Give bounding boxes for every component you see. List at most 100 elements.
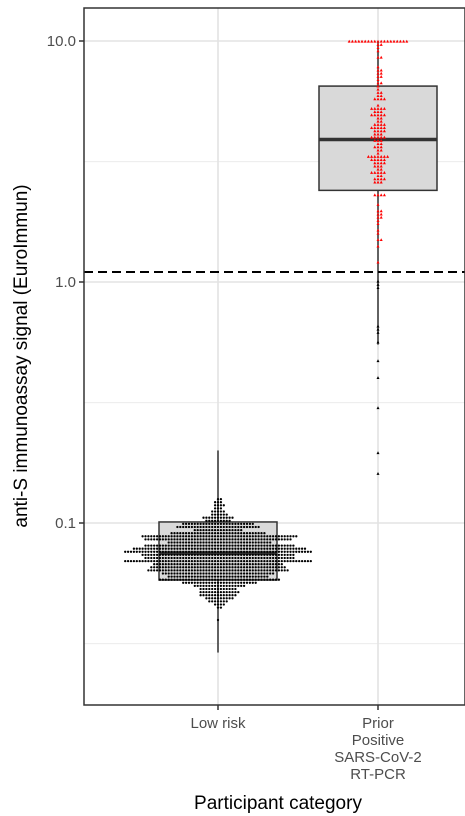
data-point <box>202 532 205 535</box>
data-point <box>211 541 214 544</box>
data-point <box>376 94 380 98</box>
data-point <box>234 528 237 532</box>
data-point <box>150 550 153 553</box>
data-point <box>231 563 234 566</box>
data-point <box>379 180 383 184</box>
data-point <box>228 538 231 541</box>
data-point <box>216 501 220 504</box>
data-point <box>260 575 263 578</box>
data-point <box>193 553 196 557</box>
data-point <box>277 553 281 557</box>
data-point <box>228 563 231 566</box>
data-point <box>213 513 217 516</box>
data-point <box>234 563 237 566</box>
data-point <box>187 556 191 560</box>
data-point <box>269 547 272 550</box>
data-point <box>208 516 211 519</box>
data-point <box>376 55 380 59</box>
data-point <box>211 525 214 529</box>
data-point <box>182 535 185 538</box>
data-point <box>254 566 257 569</box>
data-point <box>176 544 179 547</box>
data-point <box>170 566 173 569</box>
data-point <box>219 553 223 557</box>
data-point <box>225 519 228 522</box>
data-point <box>379 43 383 46</box>
data-point <box>271 566 275 569</box>
data-point <box>222 559 225 563</box>
data-point <box>242 566 246 569</box>
data-point <box>199 584 202 588</box>
data-point <box>379 161 383 165</box>
data-point <box>179 575 182 578</box>
data-point <box>248 566 252 569</box>
data-point <box>295 535 298 538</box>
data-point <box>269 569 272 572</box>
data-point <box>170 538 173 541</box>
data-point <box>376 193 380 197</box>
data-point <box>179 566 182 569</box>
data-point <box>179 563 182 566</box>
data-point <box>225 581 228 584</box>
data-point <box>289 535 292 538</box>
data-point <box>379 145 383 149</box>
data-point <box>266 547 269 550</box>
data-point <box>379 193 383 197</box>
data-point <box>173 572 176 575</box>
data-point <box>158 550 162 553</box>
data-point <box>219 513 223 516</box>
data-point <box>205 590 208 594</box>
data-point <box>382 113 386 117</box>
data-point <box>240 538 243 541</box>
data-point <box>222 547 225 550</box>
data-point <box>132 547 136 550</box>
data-point <box>373 107 377 110</box>
data-point <box>222 569 225 572</box>
data-point <box>225 544 228 547</box>
data-point <box>280 535 283 538</box>
data-point <box>196 569 199 572</box>
data-point <box>286 569 289 572</box>
data-point <box>213 525 217 529</box>
data-point <box>382 126 386 130</box>
data-point <box>376 244 380 248</box>
data-point <box>376 71 380 75</box>
data-point <box>213 528 217 532</box>
data-point <box>190 532 194 535</box>
data-point <box>289 550 292 553</box>
data-point <box>379 123 383 126</box>
data-point <box>376 158 380 162</box>
data-point <box>211 566 214 569</box>
data-point <box>376 135 380 139</box>
data-point <box>190 566 194 569</box>
data-point <box>213 504 217 507</box>
data-point <box>179 547 182 550</box>
data-point <box>277 569 281 572</box>
data-point <box>193 581 196 584</box>
data-point <box>283 559 286 563</box>
data-point <box>257 563 260 566</box>
data-point <box>219 519 223 522</box>
data-point <box>376 209 380 213</box>
data-point <box>211 519 214 522</box>
data-point <box>196 584 199 588</box>
data-point <box>251 538 254 541</box>
data-point <box>280 544 283 547</box>
data-point <box>248 550 252 553</box>
data-point <box>254 532 257 535</box>
data-point <box>376 49 380 53</box>
data-point <box>237 532 240 535</box>
data-point <box>231 528 234 532</box>
x-tick-label: RT-PCR <box>350 766 406 783</box>
data-point <box>216 522 220 526</box>
data-point <box>379 164 383 168</box>
data-point <box>257 525 260 529</box>
data-point <box>269 550 272 553</box>
data-point <box>208 575 211 578</box>
data-point <box>379 71 383 75</box>
data-point <box>283 569 286 572</box>
data-point <box>274 544 278 547</box>
data-point <box>379 116 383 120</box>
data-point <box>202 525 205 529</box>
data-point <box>182 581 185 584</box>
